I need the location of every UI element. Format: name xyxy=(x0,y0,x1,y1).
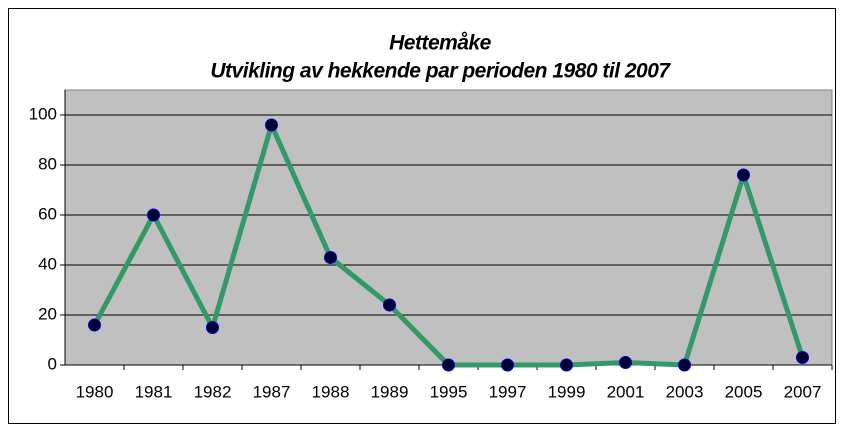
x-tick-label: 1995 xyxy=(430,382,468,401)
x-tick-label: 2005 xyxy=(725,382,763,401)
y-tick-label: 80 xyxy=(38,154,57,173)
x-tick-label: 1981 xyxy=(135,382,173,401)
point xyxy=(560,358,573,372)
x-tick-label: 1997 xyxy=(489,382,527,401)
point xyxy=(619,356,632,369)
x-tick-label: 1989 xyxy=(371,382,409,401)
point xyxy=(737,168,750,182)
y-tick-label: 60 xyxy=(38,204,57,223)
x-tick-label: 1999 xyxy=(548,382,586,401)
point xyxy=(796,351,809,364)
point xyxy=(501,358,514,372)
x-tick-label: 2007 xyxy=(784,382,822,401)
y-tick-label: 20 xyxy=(38,304,57,323)
x-tick-label: 1980 xyxy=(76,382,114,401)
x-tick-label: 1987 xyxy=(253,382,291,401)
point xyxy=(324,251,337,264)
y-tick-label: 40 xyxy=(38,254,57,273)
point xyxy=(265,118,278,132)
x-tick-label: 2003 xyxy=(666,382,704,401)
x-tick-label: 2001 xyxy=(607,382,645,401)
point xyxy=(442,358,455,372)
point xyxy=(206,321,219,334)
point xyxy=(88,318,101,332)
point xyxy=(383,298,396,312)
x-tick-label: 1988 xyxy=(312,382,350,401)
chart-subtitle: Utvikling av hekkende par perioden 1980 … xyxy=(210,60,671,83)
plot-area xyxy=(64,89,833,366)
y-tick-label: 0 xyxy=(48,354,57,373)
point xyxy=(147,208,160,222)
y-tick-label: 100 xyxy=(29,104,57,123)
point xyxy=(678,358,691,372)
x-tick-label: 1982 xyxy=(194,382,232,401)
chart-title: Hettemåke xyxy=(389,32,492,55)
